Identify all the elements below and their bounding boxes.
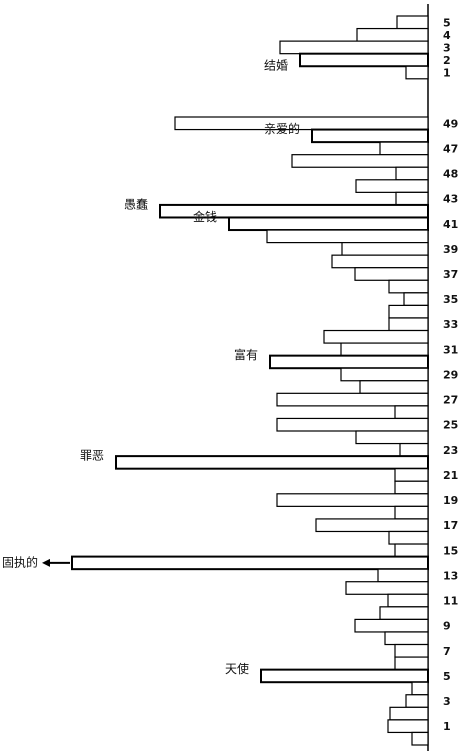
annotation: 罪恶 [80,449,104,463]
bar [395,166,429,181]
bar [331,254,429,269]
bar [394,468,429,482]
y-tick-label: 4 [443,29,451,42]
bar [279,40,429,55]
y-tick-label: 27 [443,394,458,407]
bar [354,267,429,281]
y-tick-label: 9 [443,620,451,633]
y-tick-label: 17 [443,519,458,532]
bar [396,15,429,30]
y-tick-label: 47 [443,142,458,155]
y-tick-label: 23 [443,444,458,457]
bar [315,518,429,533]
annotation: 富有 [234,347,258,362]
bar [269,354,429,370]
bar [355,430,429,445]
y-tick-label: 33 [443,318,458,331]
annotation: 亲爱的 [264,121,300,136]
annotation: 结婚 [264,59,288,73]
y-tick-label: 11 [443,595,458,608]
annotation: 金钱 [193,209,217,224]
y-tick-label: 29 [443,368,458,381]
bar [323,329,429,344]
annotation: 固执的 [2,554,38,569]
y-tick-label: 19 [443,494,458,507]
bar [399,442,429,457]
bar [276,392,429,407]
bar [405,694,429,708]
bar [394,643,429,658]
y-tick-label: 13 [443,569,458,582]
bar [379,606,429,621]
bar [291,154,429,168]
bar [354,618,429,633]
bar [379,141,429,156]
bar [359,380,429,394]
bar [388,304,429,319]
bar [228,216,429,232]
y-tick-label: 5 [443,670,451,683]
bar [411,681,429,696]
bar [388,279,429,294]
bar [174,116,429,131]
bar [311,128,429,144]
bar [395,191,429,206]
bar [340,367,429,382]
bar [394,505,429,520]
bar [387,719,429,734]
y-tick-label: 1 [443,67,451,80]
y-tick-label: 35 [443,293,458,306]
bar [71,555,429,571]
bar [411,731,429,746]
bar [355,179,429,193]
y-tick-label: 3 [443,41,451,54]
y-tick-label: 49 [443,117,458,130]
bar [388,317,429,332]
bar [388,530,429,545]
y-tick-label: 21 [443,469,458,482]
bar [394,480,429,495]
y-tick-label: 41 [443,218,458,231]
bar [384,631,429,646]
bar [345,581,429,595]
bar [394,543,429,558]
bar [394,405,429,420]
bar [299,52,429,68]
y-tick-label: 5 [443,16,451,29]
bar [260,668,429,684]
annotation: 天使 [225,661,249,676]
y-tick-label: 3 [443,695,451,708]
bar [403,292,429,306]
y-tick-label: 37 [443,268,458,281]
bar [394,656,429,671]
arrow-head [42,558,50,567]
y-tick-label: 43 [443,193,458,206]
y-tick-label: 2 [443,54,451,67]
y-tick-label: 39 [443,243,458,256]
bar [341,242,429,256]
bar [276,493,429,507]
bar [115,455,429,470]
bar [356,27,429,42]
bar [389,706,429,721]
y-tick-label: 48 [443,168,458,181]
bar [387,593,429,608]
bar [276,417,429,432]
annotation: 愚蠢 [124,196,148,211]
y-tick-label: 1 [443,720,451,733]
bar [340,342,429,357]
y-tick-label: 7 [443,645,451,658]
bar [377,568,429,583]
bar [405,65,429,80]
y-tick-label: 25 [443,419,458,432]
bar [266,229,429,244]
y-tick-label: 31 [443,343,458,356]
y-tick-label: 15 [443,544,458,557]
